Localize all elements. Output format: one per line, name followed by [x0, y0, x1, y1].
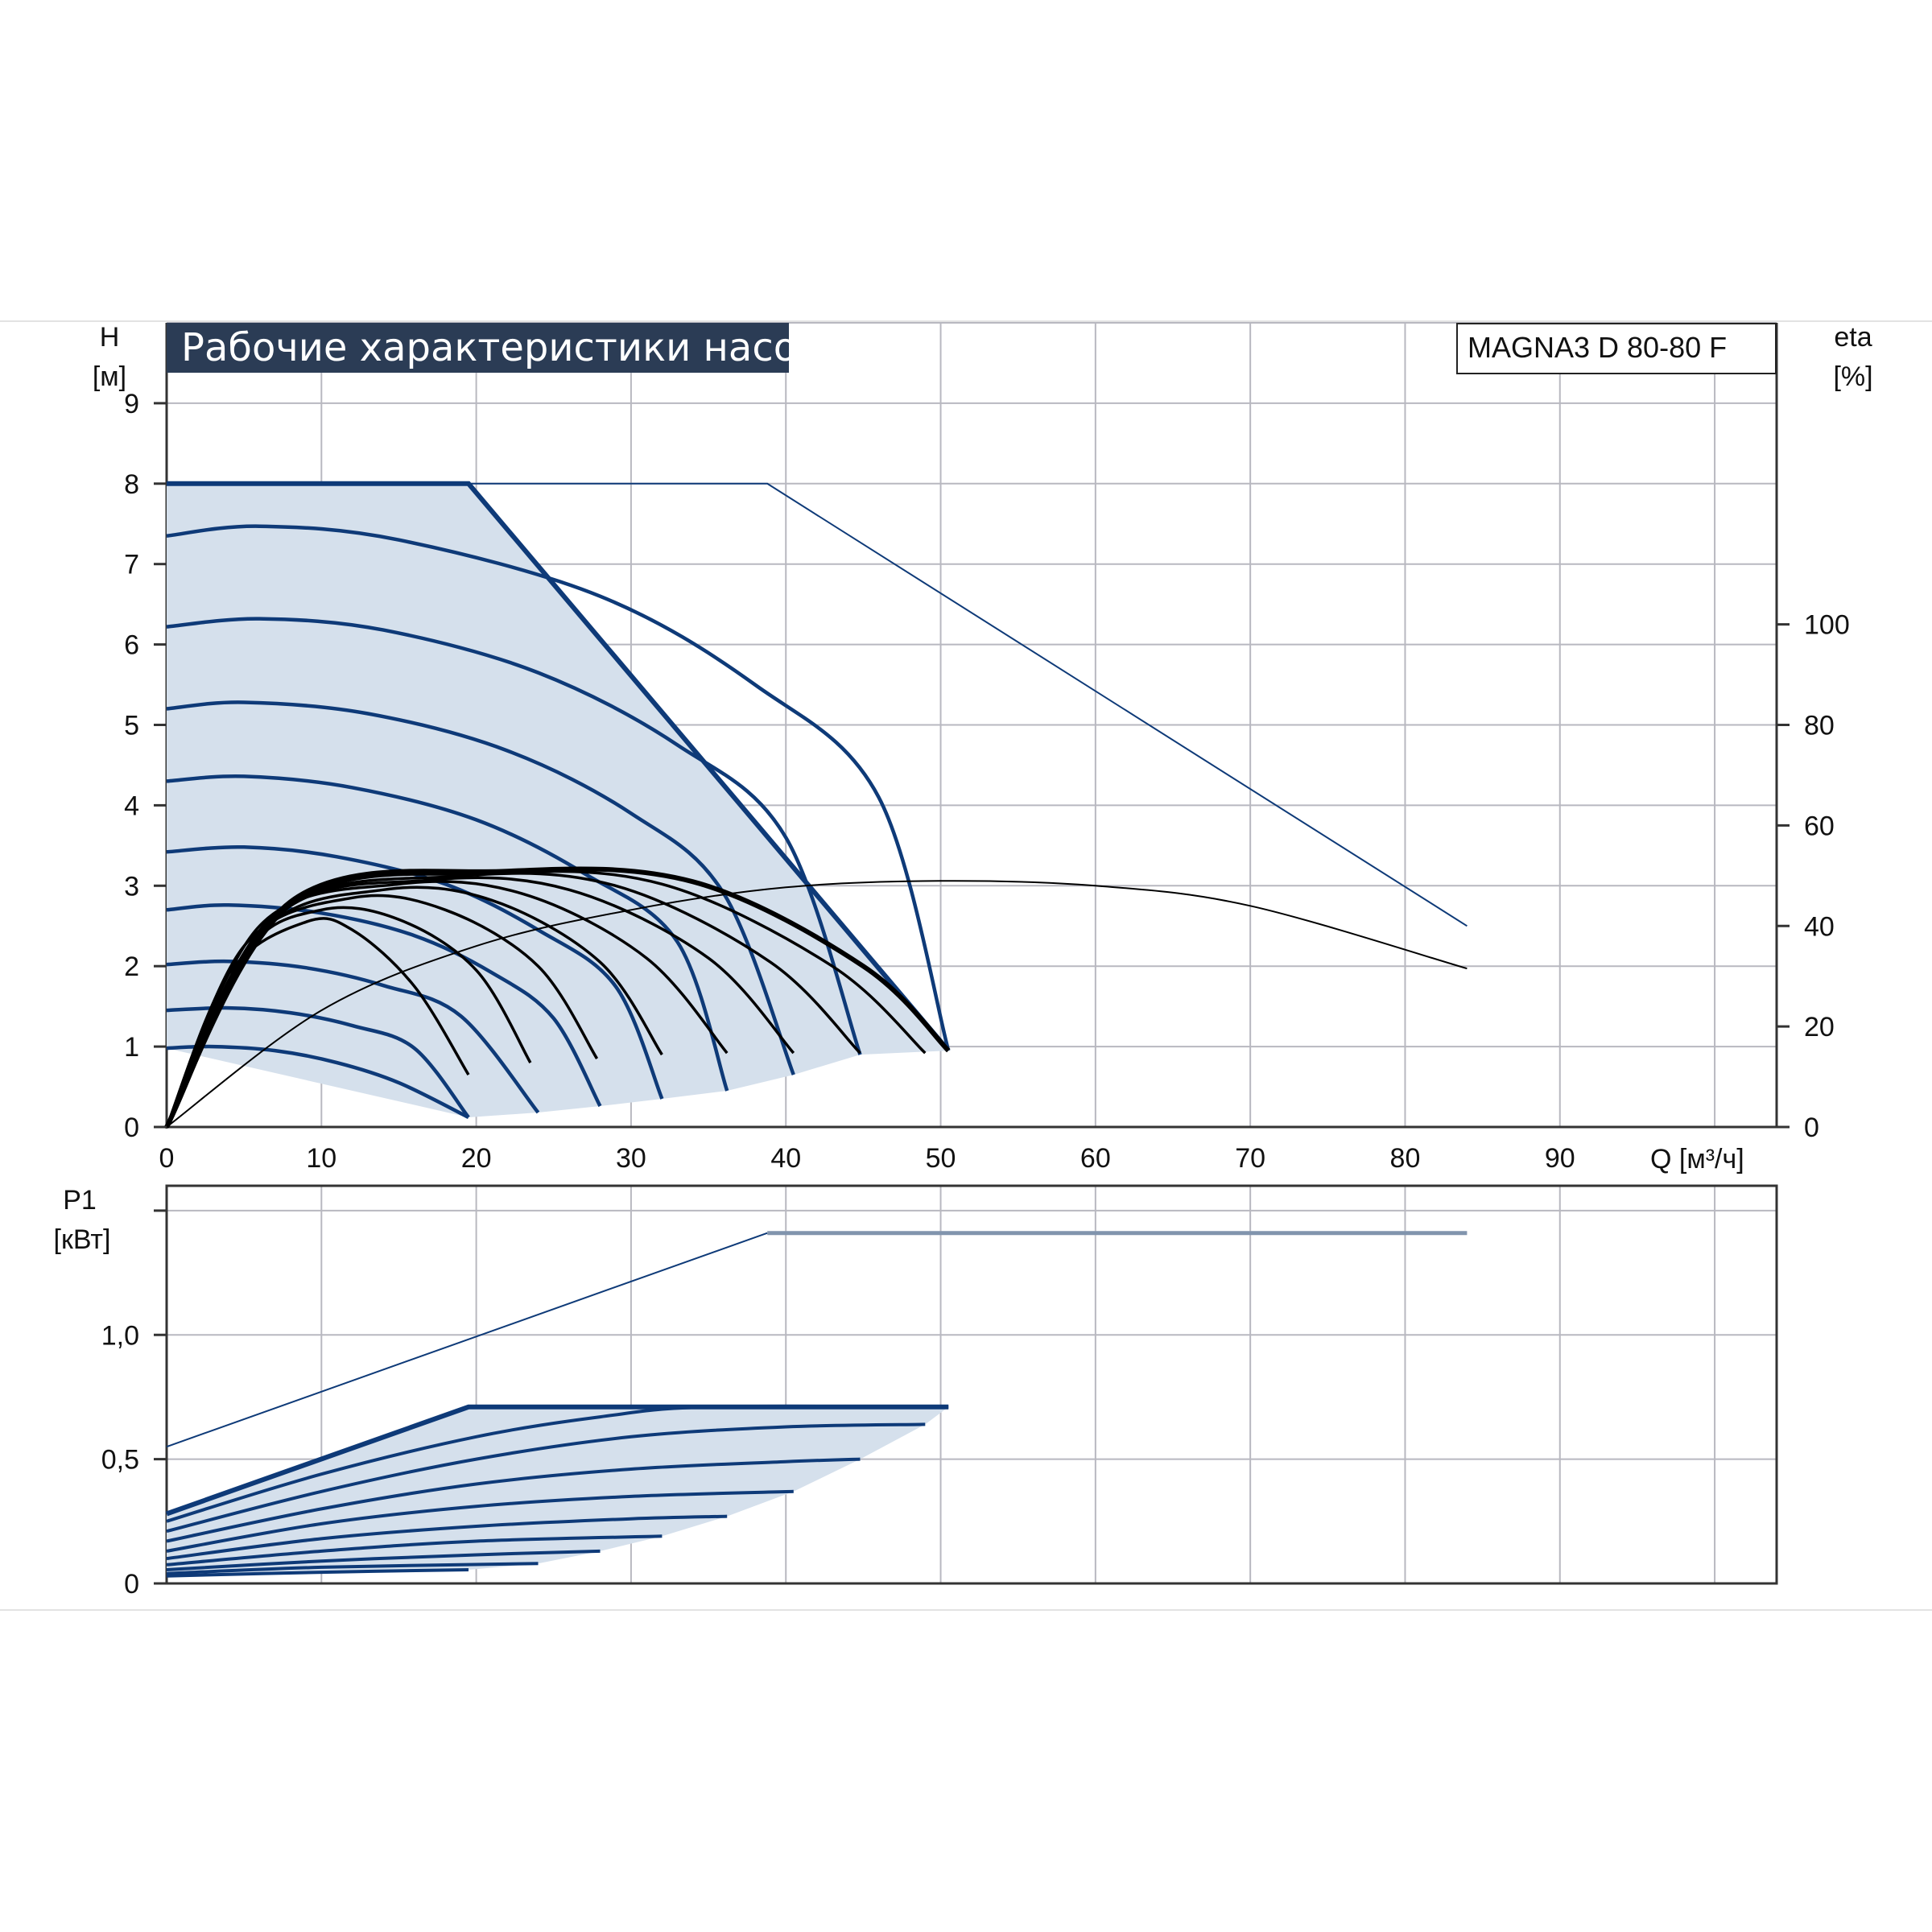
power-curves [165, 1231, 1468, 1578]
power-ticks: 0 0,5 1,0 [101, 1209, 167, 1600]
efficiency-curve-parallel [166, 880, 1468, 1128]
speed-curve [166, 1044, 469, 1120]
power-curve [166, 1457, 861, 1543]
x-tick-label: 10 [306, 1143, 336, 1174]
y-axis-unit-m: [м] [93, 361, 126, 392]
model-box [1456, 323, 1777, 374]
power-curve [166, 1514, 728, 1561]
pump-model-label: MAGNA3 D 80-80 F [1468, 331, 1727, 364]
power-curve [166, 1562, 539, 1575]
y-tick-label: 3 [124, 871, 139, 902]
power-axis-unit-kw: [кВт] [54, 1224, 111, 1255]
y-tick-label: 2 [124, 952, 139, 982]
chart-title: Рабочие характеристики насоса [181, 325, 842, 370]
speed-curve [166, 844, 664, 1100]
y2-axis-unit-percent: [%] [1833, 361, 1872, 392]
y-tick-label: 0 [124, 1113, 139, 1143]
head-ticks: 0 10 20 30 40 50 60 70 80 90012345678902040608010… [124, 389, 1850, 1174]
y-tick-label: 5 [124, 711, 139, 741]
y2-tick-label: 100 [1804, 610, 1850, 641]
efficiency-curve [164, 866, 951, 1129]
speed-curve [166, 959, 540, 1114]
power-curve [166, 1489, 794, 1553]
speed-curve [166, 617, 862, 1055]
efficiency-curves [164, 866, 1468, 1129]
max-power-single [165, 1404, 949, 1517]
y-axis-label-h: H [100, 322, 120, 353]
power-axis-label-p1: P1 [63, 1185, 97, 1216]
y2-axis-label-eta: eta [1834, 322, 1872, 353]
y-tick-label: 7 [124, 550, 139, 580]
y2-tick-label: 60 [1804, 811, 1835, 841]
x-tick-label: 60 [1080, 1143, 1111, 1174]
y-tick-label: 4 [124, 791, 139, 821]
y2-tick-label: 40 [1804, 911, 1835, 942]
x-tick-label: 50 [926, 1143, 956, 1174]
y-tick-label: 9 [124, 389, 139, 419]
x-tick-label: 0 [159, 1143, 175, 1174]
head-curves [166, 481, 1468, 1120]
efficiency-curve [165, 880, 729, 1128]
y-tick-label: 6 [124, 630, 139, 661]
x-tick-label: 70 [1235, 1143, 1265, 1174]
y2-tick-label: 0 [1804, 1113, 1819, 1143]
x-tick-label: 80 [1390, 1143, 1421, 1174]
speed-curve [166, 774, 729, 1092]
efficiency-curve [165, 894, 599, 1128]
chart-title-box [167, 323, 789, 373]
max-curve-parallel [167, 482, 1468, 927]
power-curve [166, 1568, 469, 1578]
y2-tick-label: 80 [1804, 711, 1835, 741]
y2-tick-label: 20 [1804, 1012, 1835, 1042]
power-tick-label: 0 [124, 1569, 139, 1600]
power-tick-label: 0,5 [101, 1445, 139, 1476]
speed-curve [166, 524, 951, 1051]
power-curve [166, 1549, 601, 1571]
power-curve [166, 1422, 926, 1534]
y-tick-label: 1 [124, 1032, 139, 1063]
power-tick-label: 1,0 [101, 1320, 139, 1351]
speed-curve [166, 903, 602, 1108]
y-tick-label: 8 [124, 469, 139, 500]
max-power-parallel-rise [166, 1232, 768, 1448]
x-axis-label-q: Q [м³/ч] [1650, 1144, 1744, 1174]
x-tick-label: 40 [770, 1143, 801, 1174]
head-grid [165, 322, 1778, 1129]
x-tick-label: 20 [461, 1143, 492, 1174]
speed-curve [166, 1005, 470, 1119]
power-curve [166, 1534, 663, 1567]
x-tick-label: 30 [616, 1143, 646, 1174]
power-frame [165, 1184, 1778, 1585]
x-tick-label: 90 [1545, 1143, 1575, 1174]
